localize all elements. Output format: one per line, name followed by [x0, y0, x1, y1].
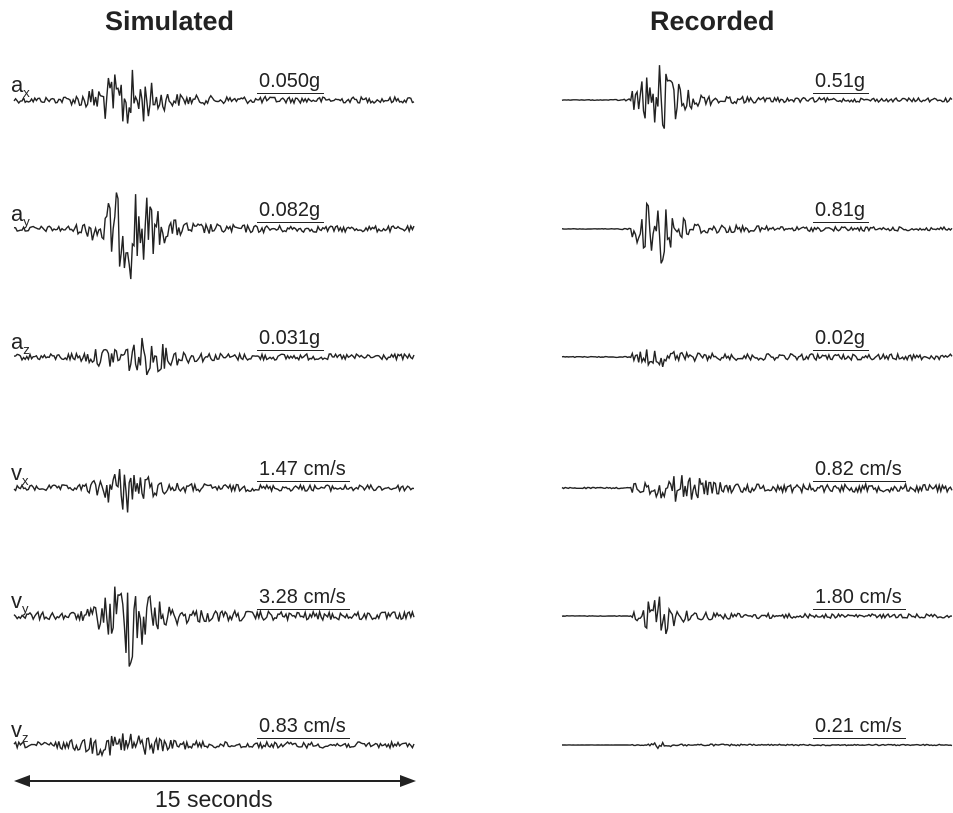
waveform-recorded-ax: [562, 65, 952, 128]
arrowhead-left: [14, 775, 30, 787]
waveform-simulated-vz: [14, 734, 414, 756]
peak-label-simulated-vz: 0.83 cm/s: [257, 716, 350, 739]
time-scale-label: 15 seconds: [155, 786, 273, 813]
waveform-simulated-az: [14, 338, 414, 375]
waveform-recorded-ay: [562, 204, 952, 264]
waveform-simulated-ay: [14, 193, 414, 280]
peak-label-simulated-ax: 0.050g: [257, 71, 324, 94]
component-label-vy: vy: [11, 590, 29, 615]
peak-label-simulated-ay: 0.082g: [257, 200, 324, 223]
arrowhead-right: [400, 775, 416, 787]
component-label-vz: vz: [11, 719, 29, 744]
peak-label-recorded-vx: 0.82 cm/s: [813, 459, 906, 482]
peak-label-recorded-vz: 0.21 cm/s: [813, 716, 906, 739]
component-label-vx: vx: [11, 462, 29, 487]
peak-label-recorded-vy: 1.80 cm/s: [813, 587, 906, 610]
waveform-simulated-ax: [14, 70, 414, 124]
peak-label-simulated-vy: 3.28 cm/s: [257, 587, 350, 610]
waveform-recorded-az: [562, 350, 952, 367]
waveform-simulated-vx: [14, 469, 414, 512]
peak-label-recorded-ay: 0.81g: [813, 200, 869, 223]
component-label-ax: ax: [11, 74, 30, 99]
component-label-ay: ay: [11, 203, 30, 228]
peak-label-recorded-az: 0.02g: [813, 328, 869, 351]
waveform-simulated-vy: [14, 587, 414, 667]
peak-label-simulated-vx: 1.47 cm/s: [257, 459, 350, 482]
component-label-az: az: [11, 331, 30, 356]
peak-label-simulated-az: 0.031g: [257, 328, 324, 351]
peak-label-recorded-ax: 0.51g: [813, 71, 869, 94]
waveform-recorded-vz: [562, 743, 952, 749]
